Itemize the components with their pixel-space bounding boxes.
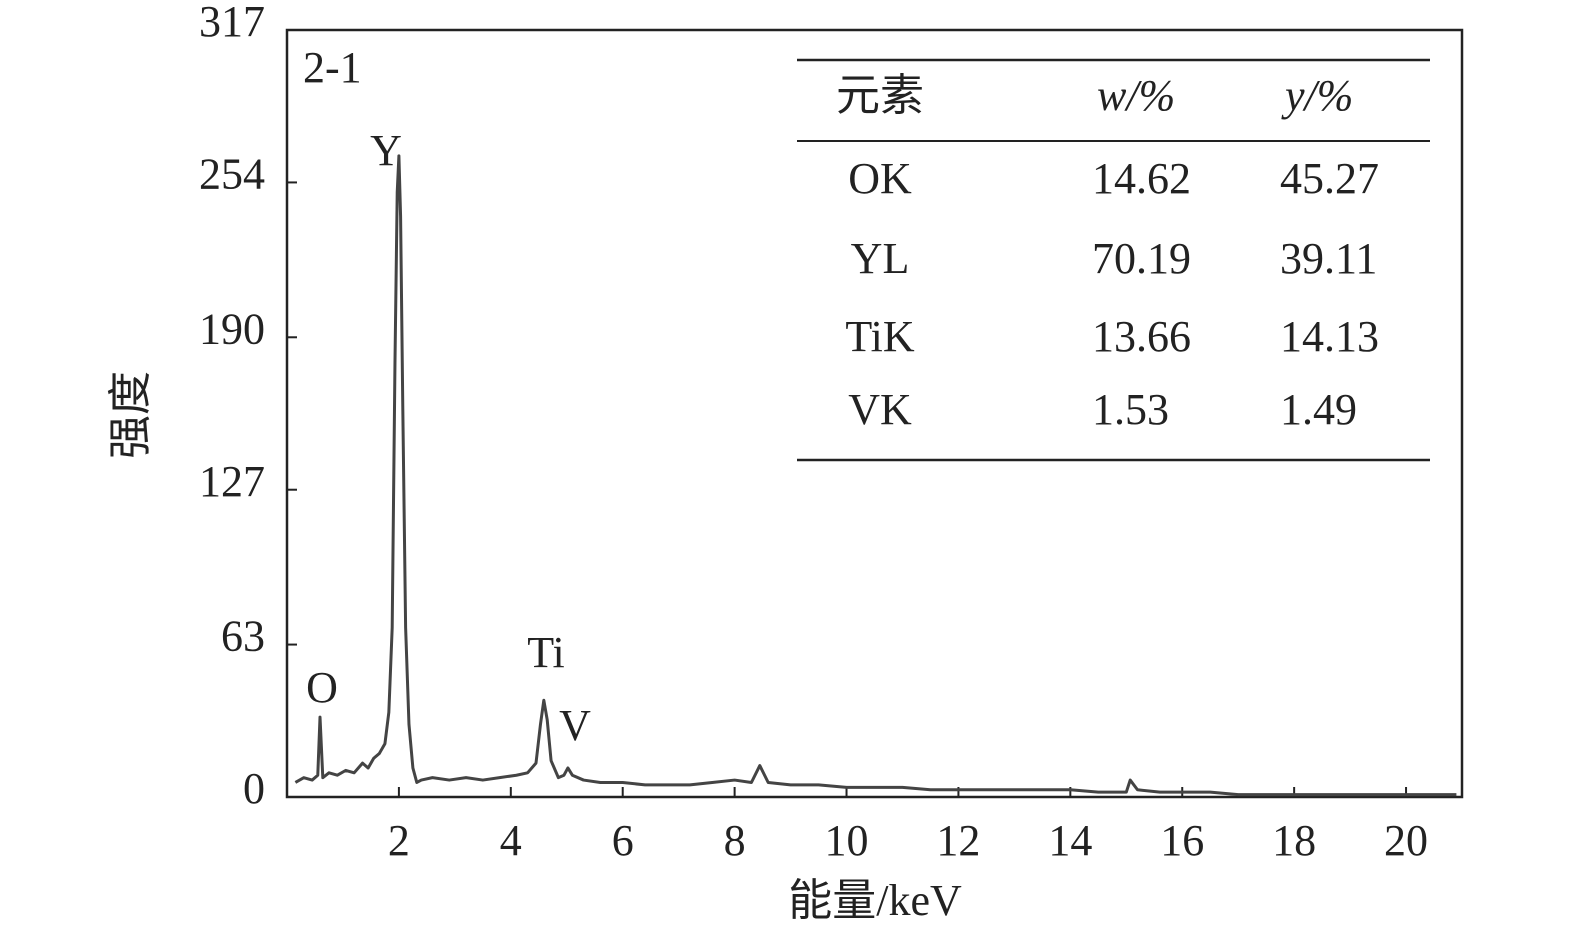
peak-label: V	[559, 701, 591, 750]
plot-frame	[285, 28, 1464, 799]
table-cell: 70.19	[1092, 234, 1191, 283]
x-tick-label: 10	[825, 816, 869, 865]
y-tick-label: 63	[221, 612, 265, 661]
x-tick-label: 20	[1384, 816, 1428, 865]
y-tick-label: 190	[199, 304, 265, 353]
x-tick-label: 16	[1160, 816, 1204, 865]
peak-label: O	[306, 663, 338, 712]
x-tick-label: 14	[1048, 816, 1092, 865]
table-header: y/%	[1281, 71, 1353, 120]
y-tick-label: 317	[199, 0, 265, 46]
x-tick-label: 8	[724, 816, 746, 865]
y-axis-label: 强度	[106, 371, 155, 459]
x-tick-label: 18	[1272, 816, 1316, 865]
table-cell: 1.49	[1280, 385, 1357, 434]
table-cell: YL	[851, 234, 910, 283]
table-cell: 1.53	[1092, 385, 1169, 434]
x-axis-label: 能量/keV	[788, 876, 962, 925]
panel-label: 2-1	[303, 43, 362, 92]
spectrum-line	[294, 154, 1457, 797]
y-tick-label: 127	[199, 457, 265, 506]
x-tick-label: 12	[936, 816, 980, 865]
table-header: w/%	[1097, 71, 1175, 120]
table-cell: OK	[848, 154, 912, 203]
table-cell: 39.11	[1280, 234, 1377, 283]
x-tick-label: 4	[500, 816, 522, 865]
x-tick-label: 6	[612, 816, 634, 865]
table-cell: 14.62	[1092, 154, 1191, 203]
table-cell: VK	[848, 385, 912, 434]
x-tick-label: 2	[388, 816, 410, 865]
table-cell: 45.27	[1280, 154, 1379, 203]
y-tick-label: 0	[243, 764, 265, 813]
peak-label: Y	[370, 126, 402, 175]
table-cell: TiK	[845, 312, 915, 361]
peak-label: Ti	[527, 628, 565, 677]
table-header: 元素	[836, 71, 924, 120]
y-tick-label: 254	[199, 150, 265, 199]
table-cell: 13.66	[1092, 312, 1191, 361]
table-cell: 14.13	[1280, 312, 1379, 361]
